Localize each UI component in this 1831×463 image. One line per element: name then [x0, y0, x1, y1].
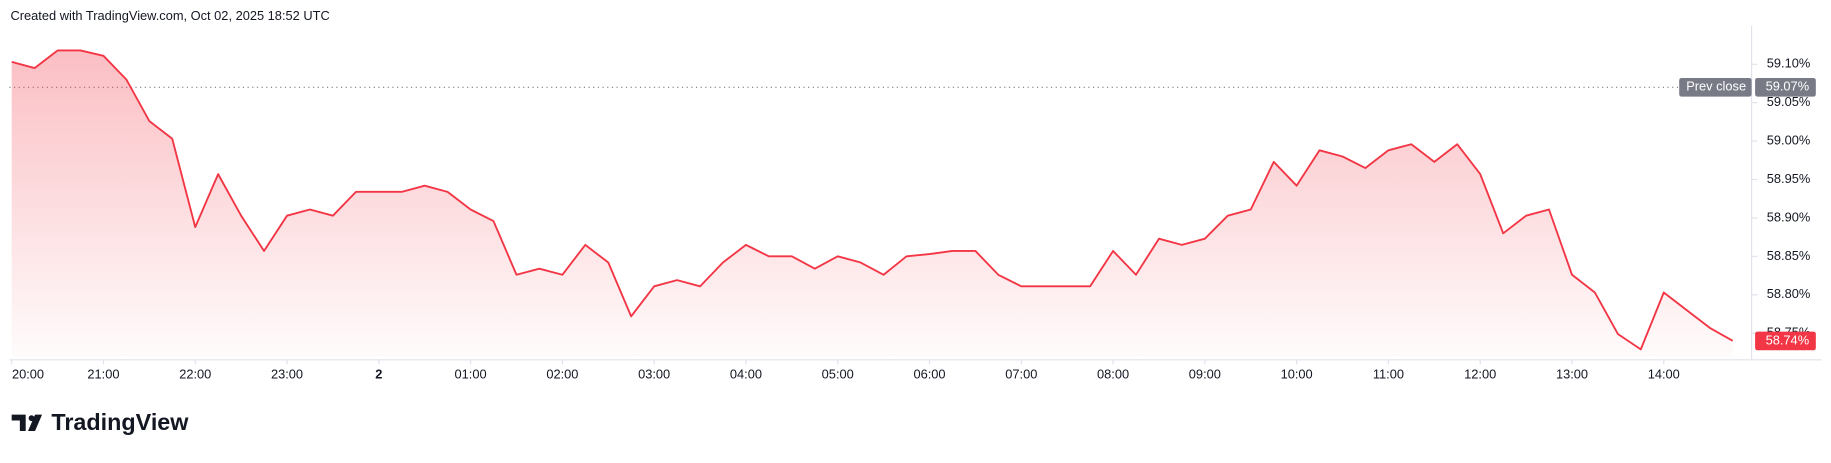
x-tick-label: 2 [375, 366, 382, 381]
x-tick-label: 02:00 [546, 366, 578, 381]
x-tick-label: 23:00 [271, 366, 303, 381]
x-tick-label: 05:00 [822, 366, 854, 381]
brand: TradingView [51, 409, 189, 435]
x-tick-label: 21:00 [87, 366, 119, 381]
x-tick-label: 11:00 [1373, 366, 1404, 381]
x-tick-label: 04:00 [730, 366, 762, 381]
x-tick-label: 20:00 [12, 366, 44, 381]
logo: TradingView [11, 409, 189, 435]
last-value-box [1755, 331, 1816, 351]
y-tick-label: 59.10% [1767, 56, 1811, 71]
x-tick-label: 13:00 [1556, 366, 1588, 381]
prev-close-label: Prev close [1686, 79, 1746, 94]
y-tick-label: 58.85% [1767, 248, 1811, 263]
x-tick-label: 01:00 [455, 366, 487, 381]
y-tick-label: 58.90% [1767, 209, 1811, 224]
x-tick-label: 09:00 [1189, 366, 1221, 381]
price-line [11, 49, 1734, 351]
y-tick-label: 59.00% [1767, 132, 1811, 147]
x-tick-label: 22:00 [179, 366, 211, 381]
area-fill [11, 50, 1733, 357]
x-tick-label: 12:00 [1464, 366, 1496, 381]
prev-close-value-box [1755, 77, 1816, 97]
y-tick-label: 59.05% [1767, 94, 1811, 109]
prev-close-value: 59.07% [1766, 79, 1810, 94]
y-tick-label: 58.80% [1767, 286, 1811, 301]
x-tick-label: 07:00 [1005, 366, 1037, 381]
x-tick-label: 14:00 [1648, 366, 1680, 381]
prev-close-tag [1679, 77, 1752, 97]
x-tick-label: 03:00 [638, 366, 670, 381]
last-value-label: 58.74% [1766, 332, 1810, 347]
x-tick-label: 08:00 [1097, 366, 1129, 381]
x-tick-label: 10:00 [1281, 366, 1313, 381]
header: Created with TradingView.com, Oct 02, 20… [11, 8, 330, 23]
y-tick-label: 58.95% [1767, 171, 1811, 186]
x-tick-label: 06:00 [913, 366, 945, 381]
